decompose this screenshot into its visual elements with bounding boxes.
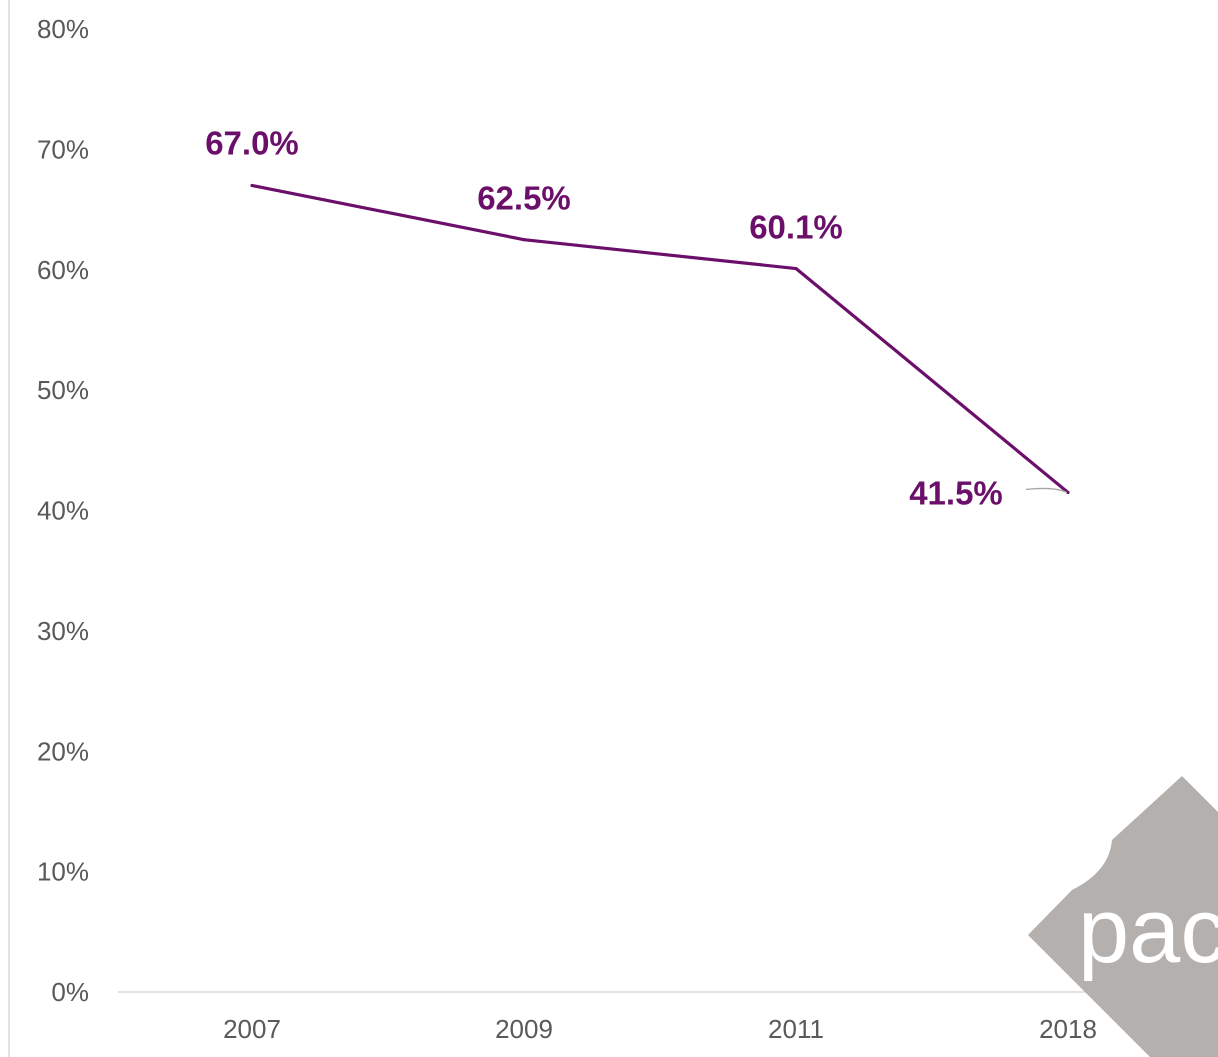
- y-tick-label: 80%: [37, 14, 89, 44]
- y-tick-label: 40%: [37, 496, 89, 526]
- data-label: 41.5%: [909, 474, 1003, 511]
- data-point: [1066, 490, 1070, 495]
- logo-shape: [1028, 776, 1218, 1057]
- x-tick-label: 2018: [1039, 1014, 1097, 1044]
- data-point: [794, 266, 798, 271]
- data-label: 62.5%: [477, 180, 571, 217]
- series-line: [251, 183, 1070, 494]
- y-tick-label: 20%: [37, 736, 89, 766]
- y-tick-label: 30%: [37, 616, 89, 646]
- data-point: [250, 183, 254, 188]
- x-tick-label: 2007: [223, 1014, 281, 1044]
- data-point: [522, 238, 526, 242]
- y-axis: 0% 10% 20% 30% 40% 50% 60% 70% 80%: [8, 0, 89, 1057]
- x-tick-label: 2011: [768, 1014, 824, 1044]
- y-tick-label: 50%: [37, 375, 89, 405]
- x-tick-label: 2009: [495, 1014, 553, 1044]
- y-tick-label: 10%: [37, 857, 89, 887]
- y-tick-label: 0%: [51, 977, 89, 1007]
- x-axis: 2007 2009 2011 2018: [118, 991, 1205, 1044]
- y-tick-label: 60%: [37, 255, 89, 285]
- series-group: [250, 183, 1070, 495]
- data-labels: 67.0% 62.5% 60.1% 41.5%: [205, 124, 1068, 511]
- data-label: 60.1%: [749, 209, 843, 246]
- logo-text: pact: [1078, 880, 1218, 982]
- leader-line: [1025, 487, 1068, 494]
- data-label: 67.0%: [205, 124, 299, 161]
- y-tick-label: 70%: [37, 134, 89, 164]
- pact-logo: pact: [1028, 776, 1218, 1057]
